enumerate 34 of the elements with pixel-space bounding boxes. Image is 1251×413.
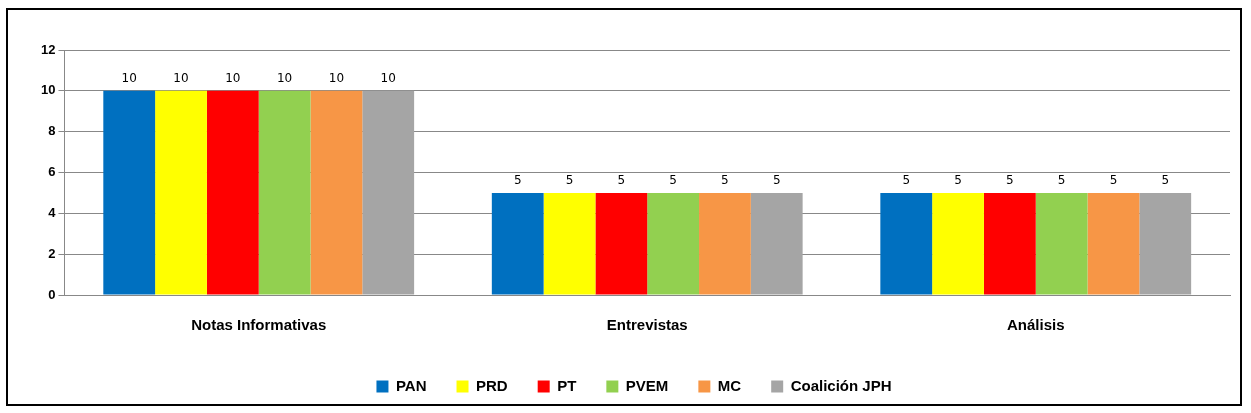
data-label: 5 — [513, 173, 522, 188]
legend-label: PVEM — [625, 376, 669, 394]
data-label: 5 — [1006, 173, 1014, 188]
data-label: 5 — [954, 173, 962, 188]
legend-label: PRD — [476, 376, 508, 394]
data-label: 5 — [772, 173, 781, 188]
data-label: 5 — [721, 173, 729, 188]
legend-label: MC — [717, 376, 742, 394]
data-label: 10 — [276, 70, 293, 85]
data-label: 5 — [617, 173, 626, 188]
data-label: 10 — [121, 70, 137, 85]
y-tick-label: 0 — [48, 286, 56, 302]
x-tick-label: Entrevistas — [606, 316, 688, 334]
data-label: 5 — [1161, 173, 1170, 188]
y-tick-label: 12 — [40, 41, 56, 57]
legend-label: PAN — [395, 376, 427, 394]
y-tick-label: 8 — [48, 123, 56, 139]
y-tick-label: 2 — [48, 245, 56, 261]
data-label: 10 — [173, 70, 189, 85]
legend-label: Coalición JPH — [790, 376, 892, 394]
data-label: 5 — [669, 173, 677, 188]
y-tick-label: 10 — [40, 82, 56, 98]
y-tick-label: 6 — [48, 164, 56, 180]
data-label: 5 — [1109, 173, 1118, 188]
x-tick-label: Análisis — [1006, 316, 1065, 334]
y-tick-label: 4 — [48, 204, 57, 220]
data-label: 10 — [328, 70, 345, 85]
x-tick-label: Notas Informativas — [191, 316, 327, 334]
legend-label: PT — [557, 376, 577, 394]
data-label: 5 — [565, 173, 574, 188]
data-label: 5 — [1057, 173, 1066, 188]
data-label: 10 — [380, 70, 396, 85]
data-label: 5 — [902, 173, 911, 188]
data-label: 10 — [225, 70, 241, 85]
